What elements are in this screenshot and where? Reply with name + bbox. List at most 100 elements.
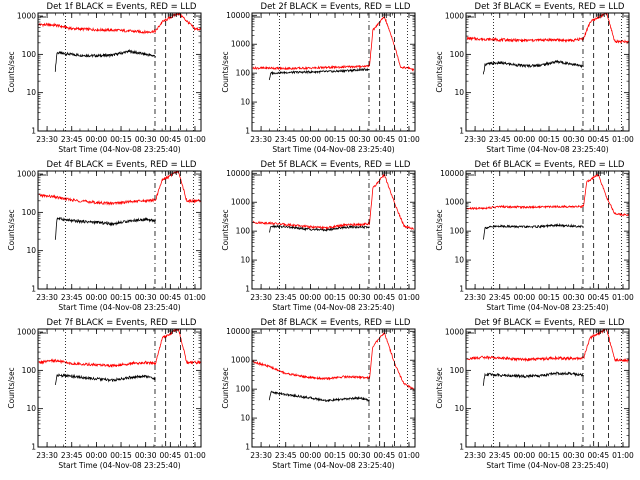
x-tick-label: 23:30 (36, 135, 58, 144)
plot-frame (37, 12, 202, 132)
y-tick-label: 10000 (226, 327, 250, 336)
x-tick-label: 23:45 (61, 293, 83, 302)
plot-area (38, 329, 201, 385)
y-tick-label: 10 (454, 256, 464, 265)
y-tick-label: 100 (236, 227, 251, 236)
y-tick-label: 100 (450, 227, 465, 236)
panel-det-2: Det 2f BLACK = Events, RED = LLD Counts/s… (221, 2, 420, 154)
x-tick-label: 00:15 (538, 293, 560, 302)
x-tick-label: 00:15 (110, 451, 132, 460)
y-tick-label: 1 (31, 127, 36, 136)
x-axis-label: Start Time (04-Nov-08 23:25:40) (272, 303, 394, 312)
x-tick-label: 00:15 (538, 451, 560, 460)
x-tick-label: 23:30 (250, 293, 272, 302)
y-axis-label: Counts/sec (221, 209, 230, 250)
panel-title: Det 5f BLACK = Events, RED = LLD (261, 160, 411, 170)
x-tick-label: 23:30 (464, 451, 486, 460)
series-events-line (54, 216, 156, 240)
y-axis-label: Counts/sec (7, 367, 16, 408)
y-tick-label: 1 (31, 285, 36, 294)
panel-det-7: Det 7f BLACK = Events, RED = LLD Counts/s… (7, 318, 206, 470)
panel-det-4: Det 4f BLACK = Events, RED = LLD Counts/s… (7, 160, 206, 312)
panel-title: Det 8f BLACK = Events, RED = LLD (261, 318, 411, 328)
x-axis-label: Start Time (04-Nov-08 23:25:40) (272, 145, 394, 154)
x-tick-label: 00:00 (300, 451, 322, 460)
y-tick-label: 1000 (231, 198, 250, 207)
x-tick-label: 23:45 (61, 135, 83, 144)
x-tick-label: 23:45 (489, 293, 511, 302)
x-tick-label: 01:00 (398, 451, 420, 460)
series-events-line (54, 373, 156, 385)
series-events-line (268, 67, 370, 81)
x-tick-label: 23:30 (36, 293, 58, 302)
x-tick-label: 00:15 (324, 293, 346, 302)
x-tick-label: 00:30 (349, 451, 371, 460)
x-tick-label: 01:00 (398, 293, 420, 302)
series-lld-line (252, 15, 415, 72)
x-tick-label: 01:00 (612, 451, 634, 460)
x-axis-label: Start Time (04-Nov-08 23:25:40) (58, 145, 180, 154)
x-tick-label: 00:00 (514, 451, 536, 460)
x-tick-label: 23:30 (36, 451, 58, 460)
x-tick-label: 00:30 (135, 135, 157, 144)
x-tick-label: 00:45 (374, 451, 396, 460)
y-tick-label: 100 (236, 385, 251, 394)
x-tick-label: 01:00 (612, 293, 634, 302)
x-tick-label: 23:45 (489, 135, 511, 144)
panel-det-9: Det 9f BLACK = Events, RED = LLD Counts/s… (435, 318, 634, 470)
y-tick-label: 1000 (17, 328, 36, 337)
x-tick-label: 00:45 (374, 135, 396, 144)
y-tick-label: 10 (240, 98, 250, 107)
plot-frame (465, 328, 630, 448)
x-tick-label: 00:30 (563, 293, 585, 302)
y-tick-label: 1 (245, 443, 250, 452)
series-events-line (482, 59, 584, 75)
y-tick-label: 1 (459, 443, 464, 452)
x-tick-label: 01:00 (184, 135, 206, 144)
plot-frame (37, 328, 202, 448)
y-tick-label: 10000 (440, 169, 464, 178)
panel-title: Det 9f BLACK = Events, RED = LLD (475, 318, 625, 328)
x-tick-label: 00:30 (349, 293, 371, 302)
x-axis-label: Start Time (04-Nov-08 23:25:40) (486, 145, 608, 154)
plot-frame (251, 328, 416, 448)
x-tick-label: 23:45 (275, 135, 297, 144)
y-tick-label: 1 (459, 285, 464, 294)
panel-det-5: Det 5f BLACK = Events, RED = LLD Counts/s… (221, 160, 420, 312)
plot-frame (465, 170, 630, 290)
y-tick-label: 100 (236, 69, 251, 78)
series-lld-line (466, 173, 629, 217)
y-axis-label: Counts/sec (7, 51, 16, 92)
y-tick-label: 10 (26, 246, 36, 255)
x-tick-label: 23:30 (250, 451, 272, 460)
x-axis-label: Start Time (04-Nov-08 23:25:40) (58, 303, 180, 312)
y-tick-label: 1000 (445, 328, 464, 337)
x-axis-label: Start Time (04-Nov-08 23:25:40) (58, 461, 180, 470)
x-tick-label: 23:45 (275, 293, 297, 302)
panel-title: Det 3f BLACK = Events, RED = LLD (475, 2, 625, 12)
plot-frame (251, 12, 416, 132)
y-axis-label: Counts/sec (221, 51, 230, 92)
y-tick-label: 1000 (17, 170, 36, 179)
x-axis-label: Start Time (04-Nov-08 23:25:40) (272, 461, 394, 470)
series-lld-line (252, 173, 415, 231)
x-axis-label: Start Time (04-Nov-08 23:25:40) (486, 461, 608, 470)
y-tick-label: 100 (450, 366, 465, 375)
series-events-line (268, 390, 370, 403)
x-tick-label: 00:45 (160, 135, 182, 144)
y-tick-label: 1 (245, 127, 250, 136)
x-tick-label: 00:00 (514, 293, 536, 302)
x-tick-label: 00:00 (514, 135, 536, 144)
x-tick-label: 00:45 (374, 293, 396, 302)
y-tick-label: 1000 (445, 12, 464, 21)
plot-area (252, 15, 415, 81)
x-tick-label: 00:45 (588, 451, 610, 460)
y-tick-label: 10 (454, 404, 464, 413)
panel-det-8: Det 8f BLACK = Events, RED = LLD Counts/s… (221, 318, 420, 470)
x-tick-label: 00:15 (110, 293, 132, 302)
y-tick-label: 100 (22, 208, 37, 217)
y-tick-label: 1000 (231, 356, 250, 365)
x-tick-label: 00:15 (324, 135, 346, 144)
plot-area (466, 173, 629, 240)
